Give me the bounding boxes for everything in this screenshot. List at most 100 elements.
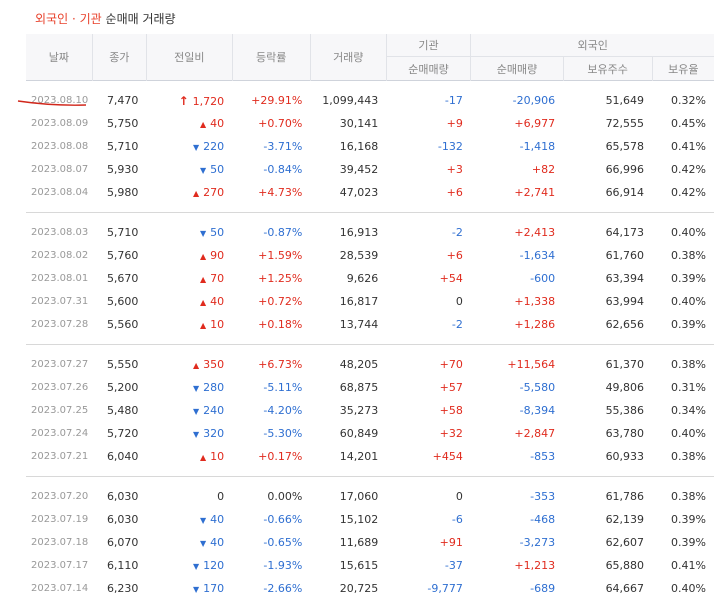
- down-triangle-icon: ▼: [193, 562, 199, 571]
- cell-diff-value: 1,720: [193, 95, 225, 108]
- cell-foreign-net: -20,906: [471, 89, 563, 112]
- cell-diff: ▼ 40: [146, 508, 232, 531]
- cell-foreign-hold: 63,994: [563, 290, 652, 313]
- cell-rate: -1.93%: [232, 554, 310, 577]
- cell-diff-value: 170: [203, 582, 224, 595]
- cell-foreign-net: +2,413: [471, 221, 563, 244]
- cell-volume: 16,817: [310, 290, 386, 313]
- up-triangle-icon: ▲: [193, 189, 199, 198]
- cell-foreign-ratio: 0.39%: [652, 313, 714, 336]
- up-triangle-icon: ▲: [200, 275, 206, 284]
- cell-volume: 15,615: [310, 554, 386, 577]
- title-suffix: 순매매 거래량: [106, 12, 176, 26]
- up-triangle-icon: ▲: [200, 120, 206, 129]
- down-triangle-icon: ▼: [193, 407, 199, 416]
- cell-foreign-ratio: 0.42%: [652, 158, 714, 181]
- down-triangle-icon: ▼: [193, 585, 199, 594]
- cell-diff-value: 40: [210, 513, 224, 526]
- cell-foreign-net: -468: [471, 508, 563, 531]
- cell-diff: ▼50: [146, 221, 232, 244]
- cell-diff-value: 320: [203, 427, 224, 440]
- cell-inst-net: +6: [386, 181, 471, 204]
- cell-diff-value: 120: [203, 559, 224, 572]
- cell-rate: -0.65%: [232, 531, 310, 554]
- cell-date: 2023.07.20: [26, 485, 92, 508]
- cell-rate: +29.91%: [232, 89, 310, 112]
- header-date: 날짜: [26, 34, 92, 81]
- cell-diff: 0: [146, 485, 232, 508]
- cell-inst-net: 0: [386, 290, 471, 313]
- cell-foreign-hold: 61,370: [563, 353, 652, 376]
- cell-date: 2023.08.01: [26, 267, 92, 290]
- cell-close: 5,710: [92, 135, 146, 158]
- cell-diff-value: 50: [210, 163, 224, 176]
- cell-diff-value: 350: [203, 358, 224, 371]
- cell-inst-net: -6: [386, 508, 471, 531]
- cell-foreign-ratio: 0.31%: [652, 376, 714, 399]
- cell-inst-net: +54: [386, 267, 471, 290]
- down-triangle-icon: ▼: [200, 516, 206, 525]
- cell-rate: -5.30%: [232, 422, 310, 445]
- cell-diff-value: 40: [210, 295, 224, 308]
- cell-inst-net: +9: [386, 112, 471, 135]
- down-triangle-icon: ▼: [200, 229, 206, 238]
- header-foreign-hold: 보유주수: [563, 57, 652, 81]
- cell-rate: -0.66%: [232, 508, 310, 531]
- cell-foreign-ratio: 0.38%: [652, 244, 714, 267]
- cell-foreign-ratio: 0.42%: [652, 181, 714, 204]
- title-separator: ·: [72, 12, 76, 26]
- cell-foreign-ratio: 0.40%: [652, 221, 714, 244]
- cell-diff: ▼ 240: [146, 399, 232, 422]
- cell-date: 2023.07.19: [26, 508, 92, 531]
- cell-close: 5,720: [92, 422, 146, 445]
- cell-rate: +0.72%: [232, 290, 310, 313]
- cell-diff-value: 70: [210, 272, 224, 285]
- cell-foreign-hold: 62,139: [563, 508, 652, 531]
- cell-foreign-net: -600: [471, 267, 563, 290]
- header-diff: 전일비: [146, 34, 232, 81]
- cell-foreign-ratio: 0.39%: [652, 508, 714, 531]
- cell-date: 2023.08.03: [26, 221, 92, 244]
- cell-inst-net: -9,777: [386, 577, 471, 600]
- cell-volume: 1,099,443: [310, 89, 386, 112]
- down-triangle-icon: ▼: [200, 166, 206, 175]
- cell-diff: ▼ 170: [146, 577, 232, 600]
- cell-diff: ▼220: [146, 135, 232, 158]
- cell-close: 5,200: [92, 376, 146, 399]
- header-close: 종가: [92, 34, 146, 81]
- cell-rate: -0.87%: [232, 221, 310, 244]
- cell-volume: 30,141: [310, 112, 386, 135]
- limit-up-arrow-icon: ↑: [179, 94, 189, 108]
- cell-inst-net: -2: [386, 313, 471, 336]
- up-triangle-icon: ▲: [200, 321, 206, 330]
- cell-foreign-hold: 62,656: [563, 313, 652, 336]
- cell-volume: 39,452: [310, 158, 386, 181]
- cell-foreign-hold: 49,806: [563, 376, 652, 399]
- group-spacer: [26, 345, 714, 353]
- cell-close: 5,980: [92, 181, 146, 204]
- cell-volume: 35,273: [310, 399, 386, 422]
- cell-foreign-hold: 61,760: [563, 244, 652, 267]
- cell-diff: ▼320: [146, 422, 232, 445]
- cell-rate: +1.25%: [232, 267, 310, 290]
- cell-date: 2023.07.25: [26, 399, 92, 422]
- cell-foreign-hold: 66,914: [563, 181, 652, 204]
- cell-diff-value: 240: [203, 404, 224, 417]
- cell-volume: 14,201: [310, 445, 386, 468]
- cell-diff: ▲10: [146, 445, 232, 468]
- cell-diff: ▲350: [146, 353, 232, 376]
- cell-rate: +0.70%: [232, 112, 310, 135]
- cell-inst-net: +91: [386, 531, 471, 554]
- up-triangle-icon: ▲: [200, 298, 206, 307]
- cell-rate: -4.20%: [232, 399, 310, 422]
- header-inst-net: 순매매량: [386, 57, 471, 81]
- cell-foreign-ratio: 0.40%: [652, 577, 714, 600]
- up-triangle-icon: ▲: [200, 252, 206, 261]
- cell-foreign-net: -853: [471, 445, 563, 468]
